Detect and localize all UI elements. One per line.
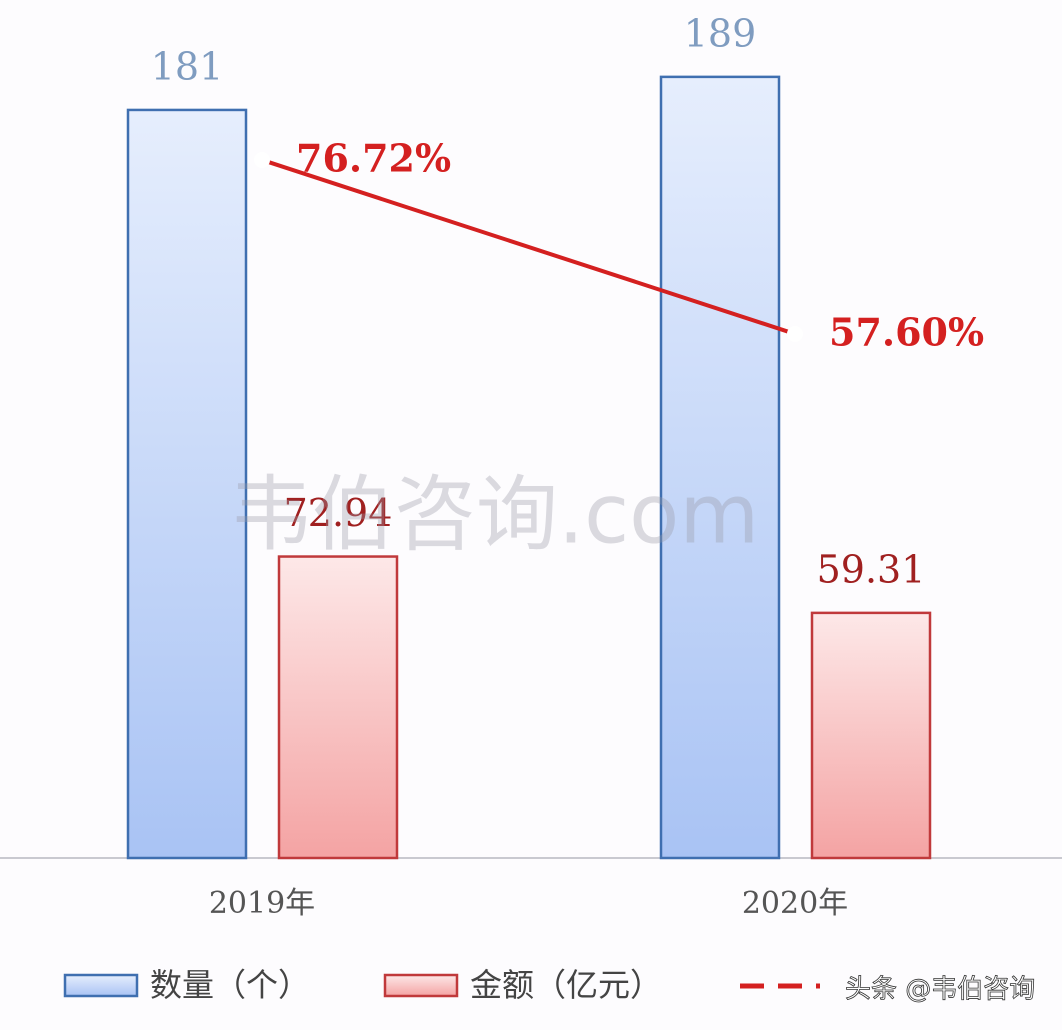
value-label: 57.60%	[829, 309, 984, 354]
line	[261, 158, 796, 336]
value-label: 76.72%	[296, 135, 451, 180]
bar	[277, 555, 399, 860]
line-point	[787, 325, 803, 342]
bar	[810, 611, 932, 860]
line-point	[254, 151, 270, 168]
value-label: 189	[684, 11, 757, 55]
x-tick-label: 2020年	[742, 886, 848, 921]
bar	[659, 75, 781, 860]
legend-label: 数量（个）	[150, 966, 310, 1004]
value-label: 72.94	[284, 491, 393, 535]
value-label: 181	[151, 44, 224, 88]
bar	[126, 108, 248, 860]
value-label: 59.31	[817, 547, 926, 591]
legend-label: 金额（亿元）	[470, 966, 662, 1004]
legend-swatch	[383, 973, 459, 998]
x-tick-label: 2019年	[209, 886, 315, 921]
watermark: 头条 @韦伯咨询	[845, 975, 1035, 1005]
watermark: 韦伯咨询.com	[230, 467, 759, 562]
legend-swatch	[63, 973, 139, 998]
